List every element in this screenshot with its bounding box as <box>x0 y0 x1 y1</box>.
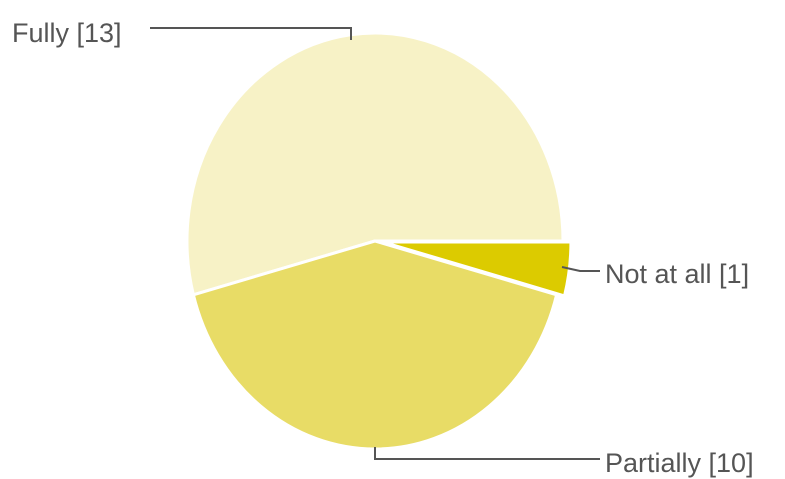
slice-label-partially: Partially [10] <box>605 448 754 478</box>
pie-leader-lines <box>150 27 600 460</box>
leader-line-partially <box>374 447 600 460</box>
leader-line-not-at-all <box>561 266 600 272</box>
slice-label-fully: Fully [13] <box>12 18 122 48</box>
pie-slices <box>185 31 573 451</box>
leader-line-fully <box>150 27 352 40</box>
slice-label-not-at-all: Not at all [1] <box>605 259 749 289</box>
